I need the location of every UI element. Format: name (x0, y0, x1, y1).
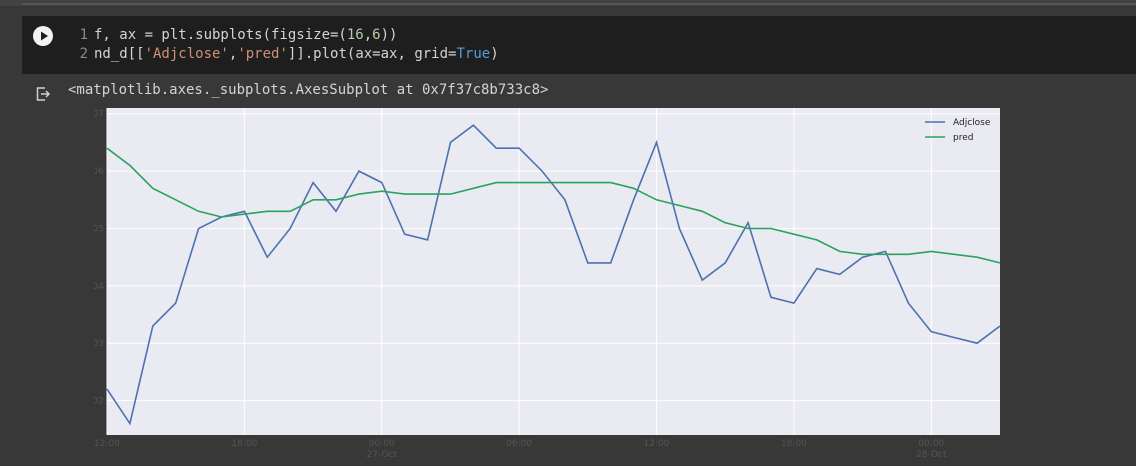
code-number: 16 (346, 27, 364, 43)
code-token: )) (380, 27, 398, 43)
line-number: 1 (79, 27, 88, 43)
plot-area (107, 108, 1000, 435)
x-tick-label: 28-Oct (916, 450, 947, 460)
code-string: 'Adjclose' (144, 46, 229, 62)
cell-divider (22, 3, 1136, 5)
x-tick-label: 00:00 (369, 439, 395, 449)
code-token: ) (490, 46, 499, 62)
legend-label: Adjclose (953, 118, 991, 128)
play-icon (41, 31, 48, 41)
run-cell-button[interactable] (33, 26, 53, 46)
series-line-adjclose (106, 124, 1001, 426)
series-line-pred (106, 147, 1001, 264)
output-icon[interactable] (35, 86, 51, 106)
y-tick-label: 1.106 (94, 167, 104, 177)
y-tick-label: 1.105 (94, 224, 104, 234)
x-tick-label: 06:00 (506, 439, 532, 449)
y-tick-label: 1.104 (94, 282, 104, 292)
output-text: <matplotlib.axes._subplots.AxesSubplot a… (68, 82, 549, 98)
x-tick-label: 18:00 (231, 439, 257, 449)
y-tick-label: 1.102 (94, 397, 104, 407)
x-tick-label: 12:00 (644, 439, 670, 449)
x-tick-label: 00:00 (918, 439, 944, 449)
code-cell[interactable] (22, 16, 1136, 74)
x-tick-label: 18:00 (781, 439, 807, 449)
code-number: 6 (372, 27, 381, 43)
line-chart: 1.102 1.103 1.104 1.105 1.106 1.107 12:00 18:00… (94, 108, 1001, 460)
y-tick-label: 1.107 (94, 110, 104, 120)
line-number: 2 (79, 46, 88, 62)
code-token: , (228, 46, 238, 62)
y-tick-label: 1.103 (94, 339, 104, 349)
code-token: , (363, 27, 373, 43)
code-keyword: True (456, 46, 491, 62)
code-token: f, ax = plt.subplots(figsize=( (94, 27, 347, 43)
code-token: nd_d[[ (94, 46, 145, 62)
code-string: 'pred' (237, 46, 288, 62)
code-token: ]].plot(ax=ax, grid= (287, 46, 457, 62)
x-tick-label: 27-Oct (367, 450, 398, 460)
legend-label: pred (953, 133, 973, 143)
x-tick-label: 12:00 (94, 439, 120, 449)
output-arrow-icon (36, 87, 51, 101)
